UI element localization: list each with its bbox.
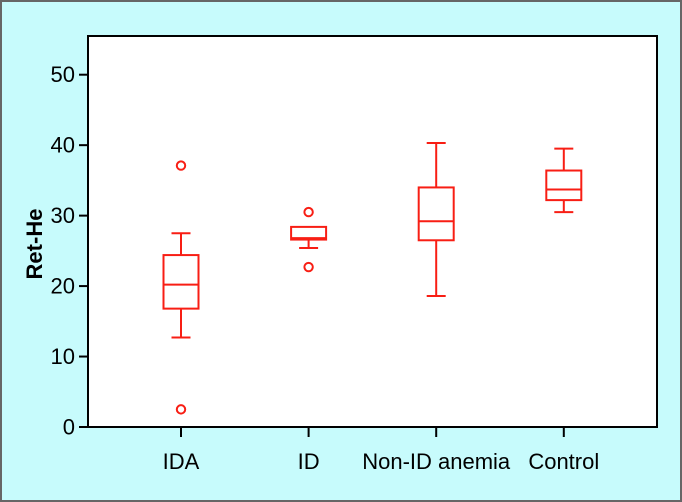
outlier-ida xyxy=(175,160,187,171)
outlier-id xyxy=(303,261,314,273)
y-tick-label: 10 xyxy=(51,344,75,369)
outlier-id xyxy=(303,206,314,218)
outlier-ida xyxy=(175,404,187,415)
box-non-id-anemia xyxy=(417,186,455,242)
x-category-label: Non-ID anemia xyxy=(362,449,511,474)
y-axis-title: Ret-He xyxy=(22,208,47,280)
y-tick-label: 50 xyxy=(51,62,75,87)
y-tick-label: 0 xyxy=(63,415,75,440)
plot-area xyxy=(87,35,658,428)
x-category-label: Control xyxy=(528,449,599,474)
y-tick-label: 40 xyxy=(51,133,75,158)
x-category-label: IDA xyxy=(163,449,200,474)
x-category-label: ID xyxy=(298,449,320,474)
y-tick-label: 20 xyxy=(51,274,75,299)
box-id xyxy=(290,225,328,241)
box-control xyxy=(545,169,583,202)
box-ida xyxy=(162,254,200,310)
y-tick-label: 30 xyxy=(51,203,75,228)
